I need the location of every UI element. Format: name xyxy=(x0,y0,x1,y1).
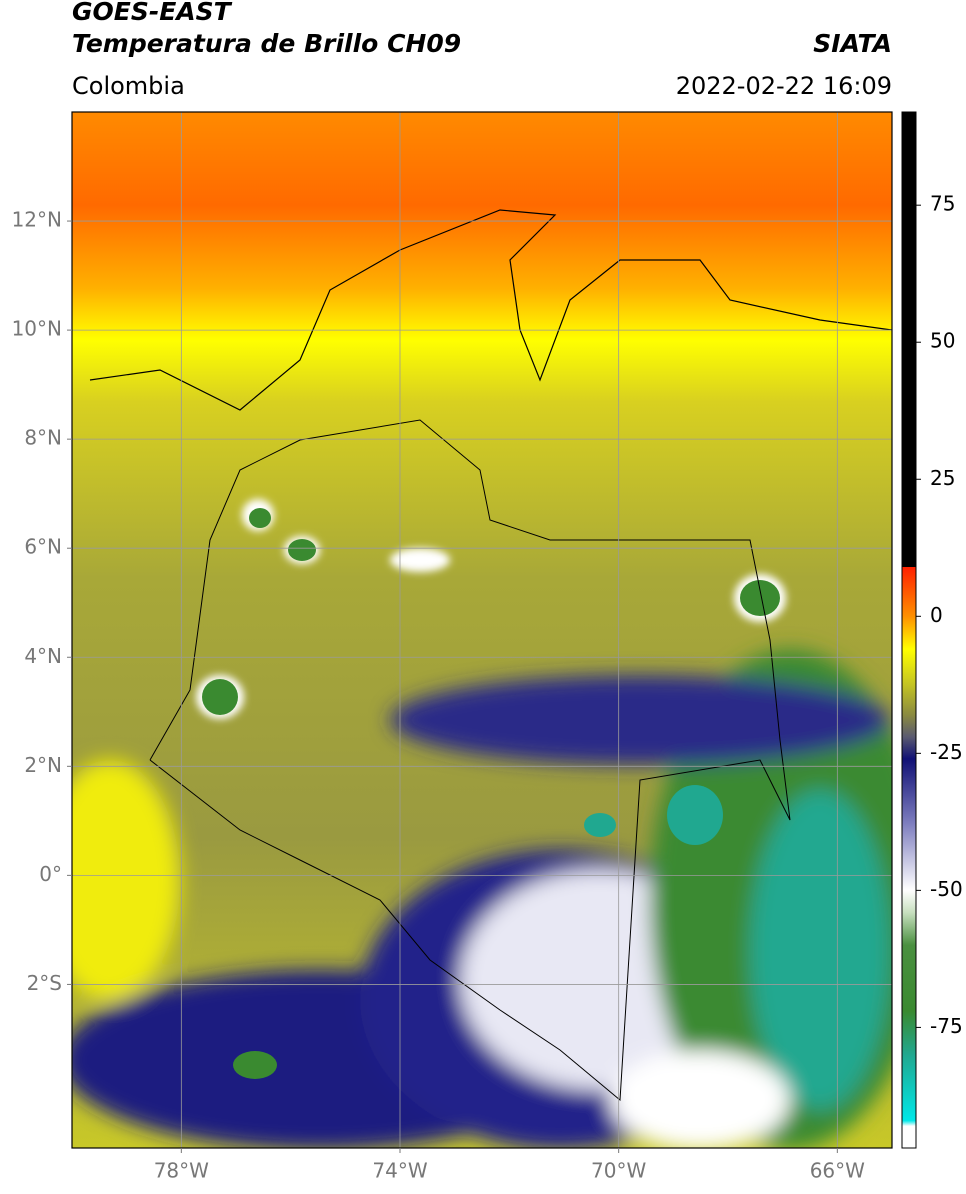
x-tick-label: 78°W xyxy=(154,1159,209,1183)
y-tick-label: 2°S xyxy=(27,971,62,995)
source: SIATA xyxy=(813,29,892,58)
satellite-image xyxy=(72,112,892,1148)
y-tick-label: 12°N xyxy=(12,208,62,232)
colorbar-tick-label: -50 xyxy=(930,877,963,901)
grid xyxy=(72,112,892,1148)
map-frame xyxy=(71,111,893,1149)
subtitle: Temperatura de Brillo CH09 xyxy=(72,29,461,58)
colorbar-tick-label: -75 xyxy=(930,1014,963,1038)
x-tick-label: 74°W xyxy=(372,1159,427,1183)
y-tick-label: 8°N xyxy=(24,426,62,450)
y-tick-label: 4°N xyxy=(24,644,62,668)
region: Colombia xyxy=(72,72,185,100)
x-tick-label: 70°W xyxy=(591,1159,646,1183)
colorbar-tick-label: 75 xyxy=(930,192,955,216)
title: GOES-EAST xyxy=(72,0,233,26)
datetime: 2022-02-22 16:09 xyxy=(676,72,892,100)
y-tick-label: 0° xyxy=(39,862,62,886)
y-tick-label: 10°N xyxy=(12,317,62,341)
y-tick-label: 6°N xyxy=(24,535,62,559)
colorbar-tick-label: -25 xyxy=(930,740,963,764)
colorbar-tick-label: 25 xyxy=(930,466,955,490)
colorbar xyxy=(901,111,917,1149)
y-tick-label: 2°N xyxy=(24,753,62,777)
colorbar-tick-label: 0 xyxy=(930,603,943,627)
colorbar-tick-label: 50 xyxy=(930,329,955,353)
x-tick-label: 66°W xyxy=(810,1159,865,1183)
